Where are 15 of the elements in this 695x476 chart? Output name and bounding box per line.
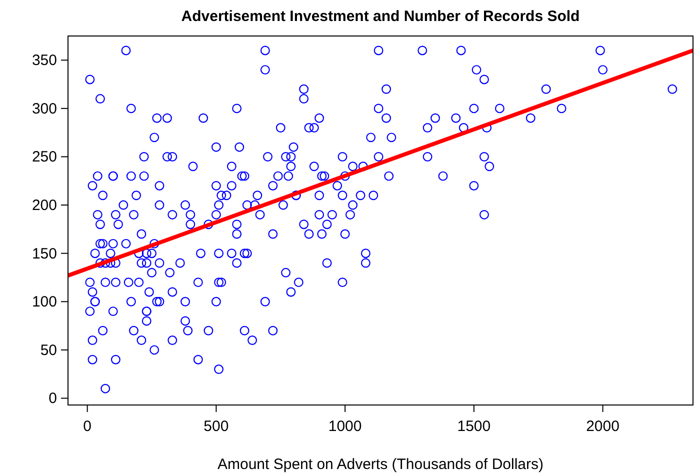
- y-tick-label: 350: [32, 52, 57, 70]
- x-tick-label: 1000: [328, 418, 362, 435]
- x-tick-label: 2000: [586, 418, 620, 435]
- y-tick-label: 150: [32, 245, 57, 262]
- y-tick-label: 0: [48, 390, 57, 408]
- y-tick-label: 300: [32, 100, 57, 118]
- x-axis-title: Amount Spent on Adverts (Thousands of Dollars): [217, 456, 544, 473]
- x-tick-label: 500: [204, 418, 229, 435]
- chart-title: Advertisement Investment and Number of Records Sold: [181, 8, 580, 25]
- y-tick-label: 200: [32, 197, 57, 214]
- x-tick-label: 1500: [457, 418, 491, 435]
- y-tick-label: 100: [32, 294, 57, 311]
- x-tick-label: 0: [83, 418, 92, 435]
- y-tick-label: 250: [32, 148, 57, 166]
- y-tick-label: 50: [40, 342, 57, 359]
